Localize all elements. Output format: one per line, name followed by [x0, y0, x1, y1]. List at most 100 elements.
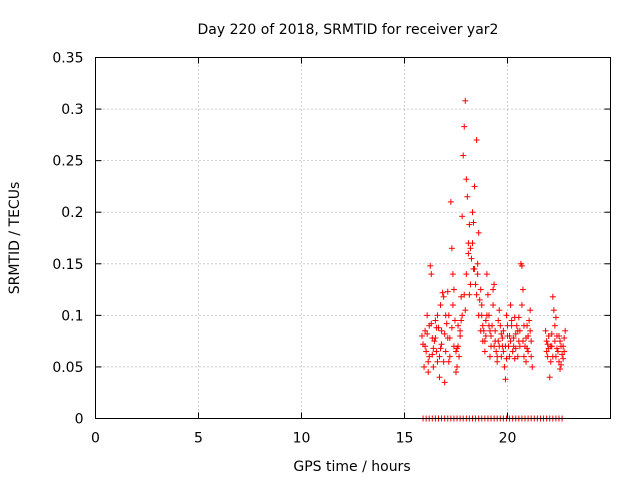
- data-point: [430, 345, 437, 352]
- data-point: [462, 307, 469, 314]
- data-point: [559, 351, 566, 358]
- y-tick-label: 0.1: [61, 308, 83, 324]
- data-point: [424, 330, 431, 337]
- data-point: [426, 353, 433, 360]
- data-point: [431, 338, 438, 345]
- data-point: [469, 209, 476, 216]
- data-point: [451, 317, 458, 324]
- data-point: [548, 330, 555, 337]
- data-point: [543, 348, 550, 355]
- data-point: [527, 307, 534, 314]
- data-point: [446, 353, 453, 360]
- data-point: [443, 320, 450, 327]
- data-point: [556, 332, 562, 339]
- y-tick-label: 0.15: [52, 257, 83, 273]
- data-point: [450, 286, 457, 293]
- data-point: [545, 332, 552, 339]
- data-point: [466, 221, 473, 228]
- data-point: [453, 369, 459, 376]
- data-point: [467, 281, 474, 288]
- data-point: [557, 365, 564, 372]
- data-points: [419, 97, 569, 422]
- data-point: [482, 317, 489, 324]
- y-axis-label: SRMTID / TECUs: [7, 182, 23, 295]
- y-tick-label: 0.05: [52, 360, 83, 376]
- data-point: [486, 353, 493, 360]
- data-point: [444, 288, 451, 295]
- data-point: [456, 353, 463, 360]
- data-point: [449, 302, 456, 309]
- data-point: [449, 271, 456, 278]
- data-point: [439, 289, 446, 296]
- data-point: [438, 327, 445, 334]
- data-point: [454, 363, 461, 370]
- data-point: [428, 271, 435, 278]
- data-point: [453, 348, 459, 355]
- data-point: [515, 314, 522, 321]
- data-point: [441, 330, 448, 337]
- data-point: [482, 332, 489, 339]
- data-point: [520, 353, 527, 360]
- data-point: [473, 137, 480, 144]
- data-point: [518, 302, 525, 309]
- data-point: [440, 293, 447, 300]
- data-point: [544, 341, 551, 348]
- data-point: [529, 363, 536, 370]
- data-point: [488, 332, 495, 339]
- data-point: [528, 338, 535, 345]
- data-point: [468, 255, 475, 262]
- data-point: [543, 338, 550, 345]
- data-point: [510, 335, 517, 342]
- data-point: [433, 348, 440, 355]
- data-point: [499, 335, 506, 342]
- x-tick-label: 20: [499, 431, 517, 447]
- data-point: [477, 286, 484, 293]
- y-tick-label: 0: [75, 412, 84, 428]
- data-point: [419, 332, 426, 339]
- data-point: [502, 376, 509, 383]
- data-point: [524, 345, 531, 352]
- data-point: [478, 302, 485, 309]
- data-point: [512, 345, 519, 352]
- data-point: [506, 353, 513, 360]
- data-point: [496, 307, 503, 314]
- data-point: [552, 353, 559, 360]
- data-point: [469, 240, 476, 247]
- data-point: [437, 302, 444, 309]
- data-point: [459, 312, 466, 319]
- data-point: [448, 324, 455, 331]
- data-point: [476, 296, 483, 303]
- x-tick-label: 15: [396, 431, 414, 447]
- x-tick-label: 10: [293, 431, 311, 447]
- chart-title: Day 220 of 2018, SRMTID for receiver yar…: [198, 22, 499, 38]
- data-point: [455, 322, 462, 329]
- data-point: [549, 293, 556, 300]
- data-point: [503, 312, 510, 319]
- data-point: [547, 358, 554, 365]
- data-point: [519, 286, 526, 293]
- data-point: [421, 363, 428, 370]
- data-point: [463, 176, 470, 183]
- data-point: [448, 245, 455, 252]
- data-point: [479, 338, 486, 345]
- data-point: [430, 363, 437, 370]
- data-point: [466, 291, 473, 298]
- data-point: [516, 343, 523, 350]
- data-point: [467, 245, 474, 252]
- data-point: [433, 324, 440, 331]
- data-point: [560, 355, 567, 362]
- data-point: [429, 335, 436, 342]
- data-point: [514, 327, 521, 334]
- data-point: [471, 183, 478, 190]
- data-point: [497, 322, 504, 329]
- data-point: [526, 317, 533, 324]
- data-point: [425, 369, 432, 376]
- data-point: [474, 271, 481, 278]
- data-point: [450, 343, 457, 350]
- data-point: [495, 317, 502, 324]
- data-point: [475, 229, 482, 236]
- data-point: [494, 358, 501, 365]
- data-point: [438, 341, 445, 348]
- data-point: [463, 271, 470, 278]
